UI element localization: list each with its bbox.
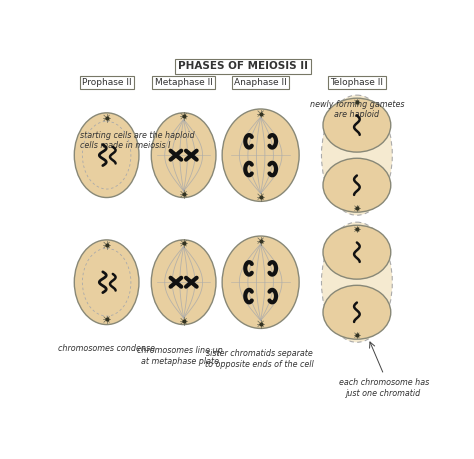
Ellipse shape: [321, 95, 392, 215]
Ellipse shape: [321, 222, 392, 342]
Text: starting cells are the haploid
cells made in meiosis I: starting cells are the haploid cells mad…: [80, 130, 194, 150]
Ellipse shape: [74, 113, 139, 197]
Ellipse shape: [323, 285, 391, 339]
Ellipse shape: [151, 113, 216, 197]
Ellipse shape: [323, 225, 391, 279]
Ellipse shape: [222, 236, 299, 329]
Text: Telophase II: Telophase II: [330, 78, 383, 87]
Ellipse shape: [222, 109, 299, 202]
Text: chromosomes line up
at metaphase plate: chromosomes line up at metaphase plate: [137, 346, 223, 365]
Text: Prophase II: Prophase II: [82, 78, 131, 87]
Ellipse shape: [151, 240, 216, 325]
Text: each chromosome has
just one chromatid: each chromosome has just one chromatid: [339, 379, 429, 398]
Ellipse shape: [323, 158, 391, 212]
Text: newly forming gametes
are haploid: newly forming gametes are haploid: [310, 100, 404, 119]
Text: PHASES OF MEIOSIS II: PHASES OF MEIOSIS II: [178, 61, 308, 71]
Text: Metaphase II: Metaphase II: [155, 78, 212, 87]
Text: Anaphase II: Anaphase II: [234, 78, 287, 87]
Ellipse shape: [74, 240, 139, 325]
Text: chromosomes condense: chromosomes condense: [58, 344, 155, 353]
Text: sister chromatids separate
to opposite ends of the cell: sister chromatids separate to opposite e…: [205, 349, 313, 369]
Ellipse shape: [323, 98, 391, 152]
